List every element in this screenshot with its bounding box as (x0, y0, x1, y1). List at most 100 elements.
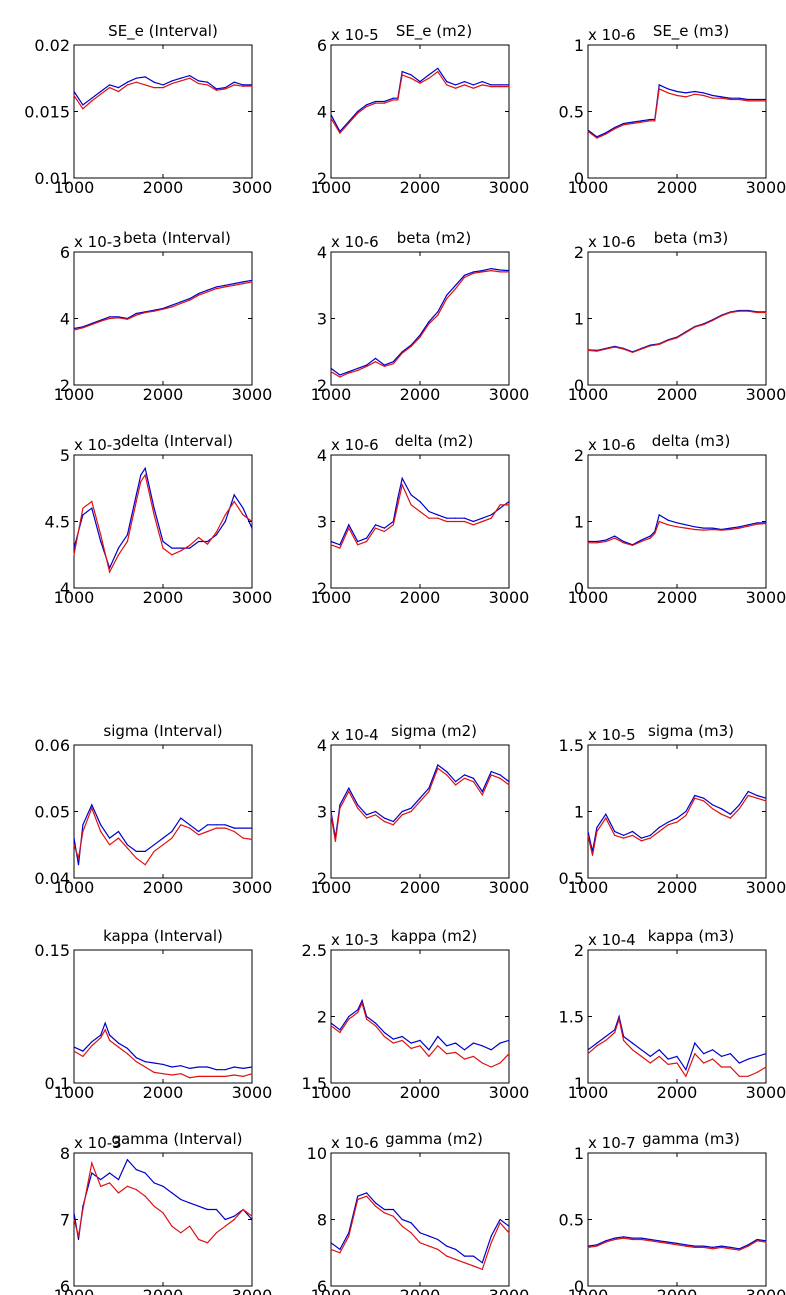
data-point (508, 501, 510, 503)
data-point (667, 92, 669, 94)
data-point (91, 1045, 93, 1047)
data-point (224, 520, 226, 523)
y-tick-label: 2 (574, 446, 584, 465)
data-point (215, 827, 217, 829)
x-tick-label: 2000 (143, 1286, 184, 1295)
data-point (623, 837, 625, 839)
data-point (720, 97, 723, 99)
data-point (419, 336, 421, 338)
data-point (738, 808, 740, 810)
data-point (144, 467, 146, 469)
x-tick-label: 1000 (311, 588, 352, 607)
data-point (649, 1055, 651, 1057)
data-point (180, 550, 182, 552)
data-point (198, 80, 200, 82)
data-point (162, 837, 164, 839)
data-point (215, 88, 217, 90)
data-point (499, 774, 501, 776)
data-point (596, 137, 598, 139)
data-point (410, 345, 412, 347)
data-point (587, 1053, 589, 1055)
data-point (446, 771, 448, 773)
data-point (640, 1238, 643, 1241)
data-point (410, 1232, 412, 1234)
chart-title: kappa (m2) (391, 927, 477, 945)
data-point (171, 547, 173, 549)
series-line-0 (73, 74, 252, 106)
data-point (206, 81, 209, 83)
data-point (366, 1192, 368, 1194)
data-point (357, 1011, 359, 1014)
data-point (224, 88, 226, 90)
data-point (109, 316, 111, 318)
data-point (117, 87, 120, 89)
data-point (712, 528, 714, 531)
data-point (738, 1248, 740, 1250)
data-point (703, 1053, 705, 1055)
data-point (162, 540, 164, 543)
data-point (605, 132, 607, 134)
data-point (383, 1035, 385, 1038)
data-point (357, 1009, 359, 1011)
data-point (339, 1031, 341, 1034)
data-point (410, 494, 412, 496)
data-point (428, 1245, 430, 1247)
data-point (685, 814, 687, 817)
data-point (747, 98, 749, 101)
data-point (401, 810, 403, 813)
data-point (100, 824, 102, 826)
data-point (623, 122, 625, 125)
data-point (180, 77, 182, 79)
data-point (591, 854, 594, 857)
data-point (339, 804, 341, 806)
x-tick-label: 3000 (489, 178, 530, 197)
y-tick-label: 0.015 (24, 103, 70, 122)
x-tick-label: 2000 (400, 1083, 441, 1102)
data-point (605, 348, 607, 350)
data-point (419, 800, 421, 803)
data-point (428, 787, 430, 789)
data-point (729, 528, 732, 531)
data-point (703, 1062, 705, 1064)
data-point (215, 1232, 217, 1234)
data-point (729, 1248, 732, 1250)
data-point (490, 270, 492, 272)
data-point (374, 357, 377, 359)
data-point (348, 1015, 350, 1018)
data-point (712, 1246, 714, 1248)
data-point (135, 1189, 137, 1191)
data-point (463, 1262, 466, 1264)
data-point (703, 1245, 705, 1247)
axis-exponent-label: x 10-6 (588, 436, 636, 454)
data-point (171, 304, 173, 306)
data-point (446, 1053, 448, 1055)
x-tick-label: 2000 (657, 878, 698, 897)
y-tick-label: 10 (307, 1144, 327, 1163)
data-point (463, 1049, 466, 1051)
x-tick-label: 3000 (489, 385, 530, 404)
data-point (587, 130, 589, 132)
data-point (499, 1062, 501, 1064)
data-point (171, 83, 173, 85)
data-point (242, 827, 244, 829)
chart-title: delta (m2) (395, 432, 474, 450)
data-point (667, 88, 669, 90)
chart-title: beta (m2) (397, 229, 471, 247)
x-tick-label: 1000 (311, 878, 352, 897)
data-point (658, 1241, 660, 1243)
data-point (658, 1055, 660, 1057)
data-point (135, 494, 137, 496)
data-point (374, 102, 377, 104)
data-point (206, 1208, 209, 1211)
data-point (481, 271, 483, 273)
y-tick-label: 5 (60, 446, 70, 465)
data-point (508, 1232, 510, 1234)
data-point (100, 90, 102, 93)
x-tick-label: 2000 (143, 178, 184, 197)
series-line-0 (587, 309, 766, 353)
y-tick-label: 0.02 (34, 36, 70, 55)
data-point (348, 122, 350, 124)
data-point (401, 814, 403, 816)
data-point (455, 1051, 457, 1053)
data-point (720, 1245, 723, 1247)
